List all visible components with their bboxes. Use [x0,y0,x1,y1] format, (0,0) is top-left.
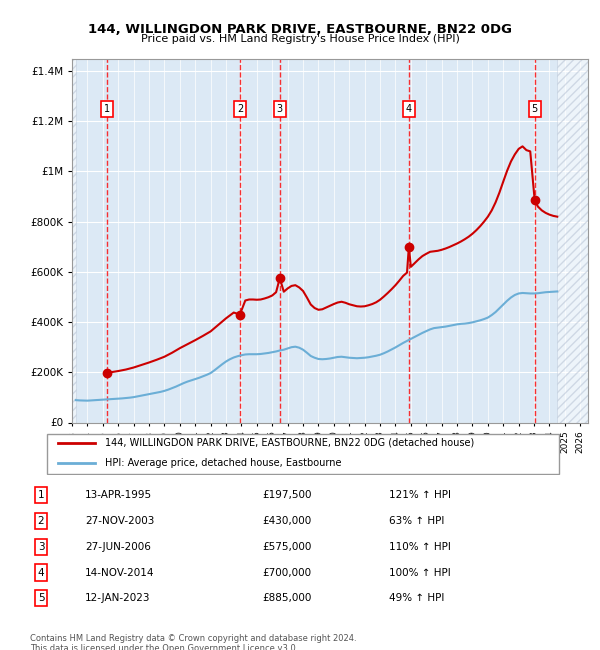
Text: £575,000: £575,000 [262,542,311,552]
Text: 121% ↑ HPI: 121% ↑ HPI [389,490,451,501]
Text: 5: 5 [38,593,44,603]
Text: 13-APR-1995: 13-APR-1995 [85,490,152,501]
Text: £430,000: £430,000 [262,516,311,526]
Text: 27-JUN-2006: 27-JUN-2006 [85,542,151,552]
Text: 2: 2 [38,516,44,526]
Text: 3: 3 [277,104,283,114]
Text: 14-NOV-2014: 14-NOV-2014 [85,567,155,577]
Text: 1: 1 [38,490,44,501]
Text: 110% ↑ HPI: 110% ↑ HPI [389,542,451,552]
Text: 27-NOV-2003: 27-NOV-2003 [85,516,155,526]
Text: £197,500: £197,500 [262,490,311,501]
Text: 100% ↑ HPI: 100% ↑ HPI [389,567,451,577]
Text: £885,000: £885,000 [262,593,311,603]
Text: 144, WILLINGDON PARK DRIVE, EASTBOURNE, BN22 0DG: 144, WILLINGDON PARK DRIVE, EASTBOURNE, … [88,23,512,36]
Bar [557,58,588,423]
Text: 63% ↑ HPI: 63% ↑ HPI [389,516,444,526]
Text: 1: 1 [104,104,110,114]
Text: 4: 4 [406,104,412,114]
FancyBboxPatch shape [47,434,559,474]
Text: 2: 2 [237,104,243,114]
Text: HPI: Average price, detached house, Eastbourne: HPI: Average price, detached house, East… [106,458,342,467]
Text: 3: 3 [38,542,44,552]
Text: £700,000: £700,000 [262,567,311,577]
Text: 144, WILLINGDON PARK DRIVE, EASTBOURNE, BN22 0DG (detached house): 144, WILLINGDON PARK DRIVE, EASTBOURNE, … [106,438,475,448]
Text: 12-JAN-2023: 12-JAN-2023 [85,593,151,603]
Text: Price paid vs. HM Land Registry's House Price Index (HPI): Price paid vs. HM Land Registry's House … [140,34,460,44]
Bar [72,58,76,423]
Text: 49% ↑ HPI: 49% ↑ HPI [389,593,444,603]
Text: Contains HM Land Registry data © Crown copyright and database right 2024.
This d: Contains HM Land Registry data © Crown c… [30,634,356,650]
Text: 4: 4 [38,567,44,577]
Text: 5: 5 [532,104,538,114]
